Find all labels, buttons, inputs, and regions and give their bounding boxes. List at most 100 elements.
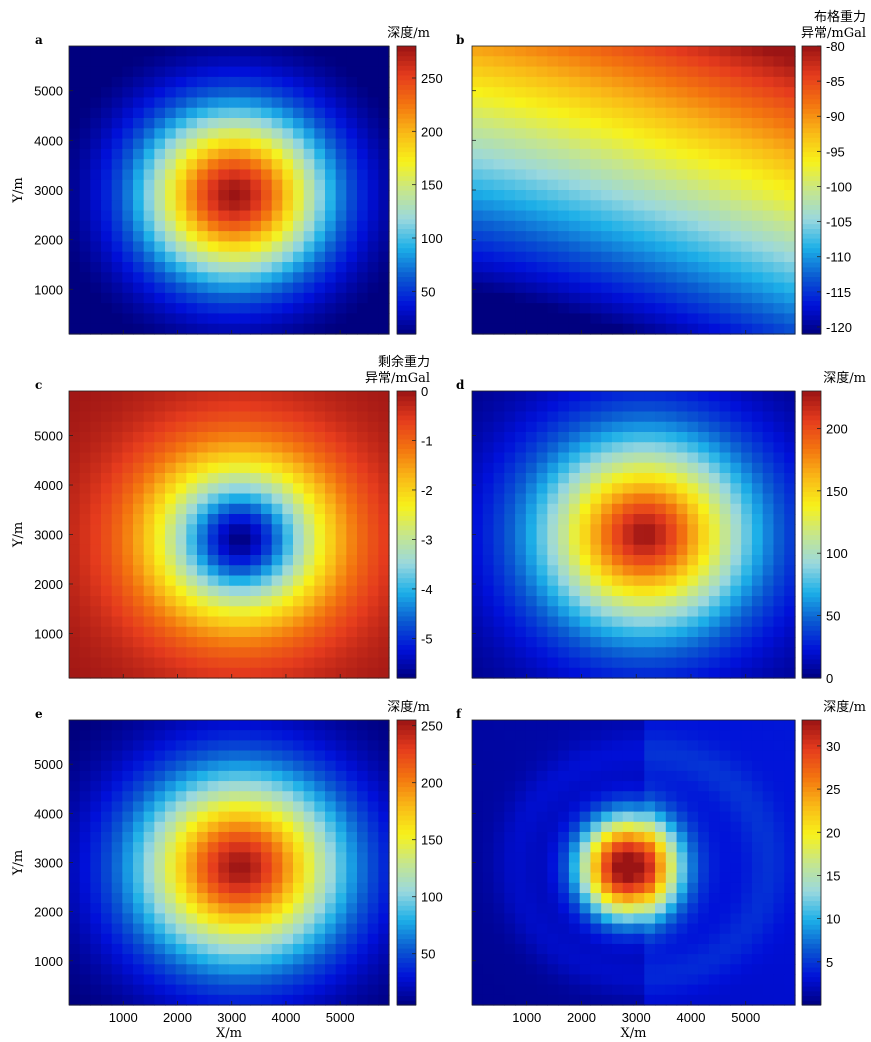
heatmap-cell <box>218 231 230 243</box>
heatmap-cell <box>90 720 102 731</box>
heatmap-cell <box>687 292 699 304</box>
heatmap-cell <box>207 313 219 325</box>
heatmap-cell <box>101 534 113 546</box>
heatmap-cell <box>611 514 624 525</box>
colorbar-segment <box>397 496 416 502</box>
heatmap-cell <box>79 842 91 853</box>
heatmap-cell <box>207 933 219 945</box>
heatmap-cell <box>730 514 742 525</box>
heatmap-cell <box>579 493 592 505</box>
colorbar-segment <box>397 567 416 574</box>
heatmap-cell <box>143 657 155 669</box>
heatmap-cell <box>676 606 688 618</box>
heatmap-cell <box>293 831 305 843</box>
heatmap-cell <box>378 821 390 833</box>
heatmap-cell <box>751 241 764 253</box>
heatmap-cell <box>665 262 678 273</box>
heatmap-cell <box>282 534 294 546</box>
heatmap-cell <box>547 720 559 731</box>
heatmap-cell <box>111 585 123 597</box>
heatmap-cell <box>101 442 113 454</box>
heatmap-cell <box>687 626 699 638</box>
heatmap-cell <box>122 842 134 853</box>
heatmap-cell <box>303 128 315 140</box>
heatmap-cell <box>261 606 273 618</box>
heatmap-cell <box>676 128 688 140</box>
heatmap-cell <box>665 626 678 638</box>
heatmap-cell <box>357 421 369 433</box>
heatmap-cell <box>218 882 230 894</box>
heatmap-cell <box>482 128 495 140</box>
heatmap-cell <box>293 118 305 129</box>
heatmap-cell <box>472 770 484 782</box>
heatmap-cell <box>314 667 326 679</box>
heatmap-cell <box>622 606 635 618</box>
heatmap-cell <box>708 493 721 505</box>
heatmap-cell <box>111 303 123 315</box>
heatmap-cell <box>730 750 742 762</box>
heatmap-cell <box>644 596 656 607</box>
heatmap-cell <box>197 555 209 566</box>
heatmap-cell <box>229 107 241 119</box>
heatmap-cell <box>101 503 113 515</box>
heatmap-cell <box>579 401 592 413</box>
heatmap-cell <box>665 159 678 171</box>
heatmap-cell <box>493 97 505 109</box>
heatmap-cell <box>525 514 538 525</box>
heatmap-cell <box>335 657 347 669</box>
heatmap-cell <box>676 667 688 679</box>
heatmap-cell <box>197 514 209 525</box>
heatmap-cell <box>773 555 785 566</box>
heatmap-cell <box>346 462 358 474</box>
heatmap-cell <box>515 565 527 577</box>
heatmap-cell <box>186 740 198 752</box>
heatmap-cell <box>482 514 495 525</box>
heatmap-cell <box>493 411 505 423</box>
heatmap-cell <box>698 401 710 413</box>
heatmap-cell <box>271 821 283 833</box>
heatmap-cell <box>482 781 495 792</box>
heatmap-cell <box>357 964 369 976</box>
colorbar-segment <box>802 625 821 631</box>
colorbar-tick-label: -100 <box>826 179 852 194</box>
heatmap-cell <box>644 801 656 813</box>
heatmap-cell <box>590 667 602 679</box>
colorbar-segment <box>397 539 416 545</box>
heatmap-cell <box>378 923 390 935</box>
heatmap-cell <box>229 411 241 423</box>
heatmap-cell <box>143 46 155 57</box>
colorbar-segment <box>397 668 416 674</box>
heatmap-cell <box>165 903 177 914</box>
heatmap-cell <box>579 241 592 253</box>
heatmap-cell <box>378 913 390 925</box>
heatmap-cell <box>229 391 241 402</box>
heatmap-cell <box>154 46 166 57</box>
heatmap-cell <box>314 97 326 109</box>
heatmap-cell <box>133 740 145 752</box>
heatmap-cell <box>79 432 91 443</box>
heatmap-cell <box>676 596 688 607</box>
heatmap-cell <box>325 534 337 546</box>
heatmap-cell <box>357 740 369 752</box>
heatmap-cell <box>261 303 273 315</box>
heatmap-cell <box>751 730 764 741</box>
heatmap-cell <box>143 555 155 566</box>
heatmap-cell <box>133 565 145 577</box>
heatmap-cell <box>367 292 379 304</box>
heatmap-cell <box>579 730 592 741</box>
heatmap-cell <box>676 118 688 129</box>
heatmap-cell <box>676 323 688 335</box>
heatmap-cell <box>687 432 699 443</box>
heatmap-cell <box>143 882 155 894</box>
heatmap-cell <box>325 585 337 597</box>
heatmap-cell <box>101 903 113 914</box>
heatmap-cell <box>335 118 347 129</box>
heatmap-cell <box>175 657 187 669</box>
heatmap-cell <box>579 210 592 222</box>
heatmap-cell <box>69 462 81 474</box>
heatmap-cell <box>261 282 273 294</box>
heatmap-cell <box>122 524 134 536</box>
heatmap-cell <box>175 148 187 160</box>
heatmap-cell <box>773 452 785 464</box>
